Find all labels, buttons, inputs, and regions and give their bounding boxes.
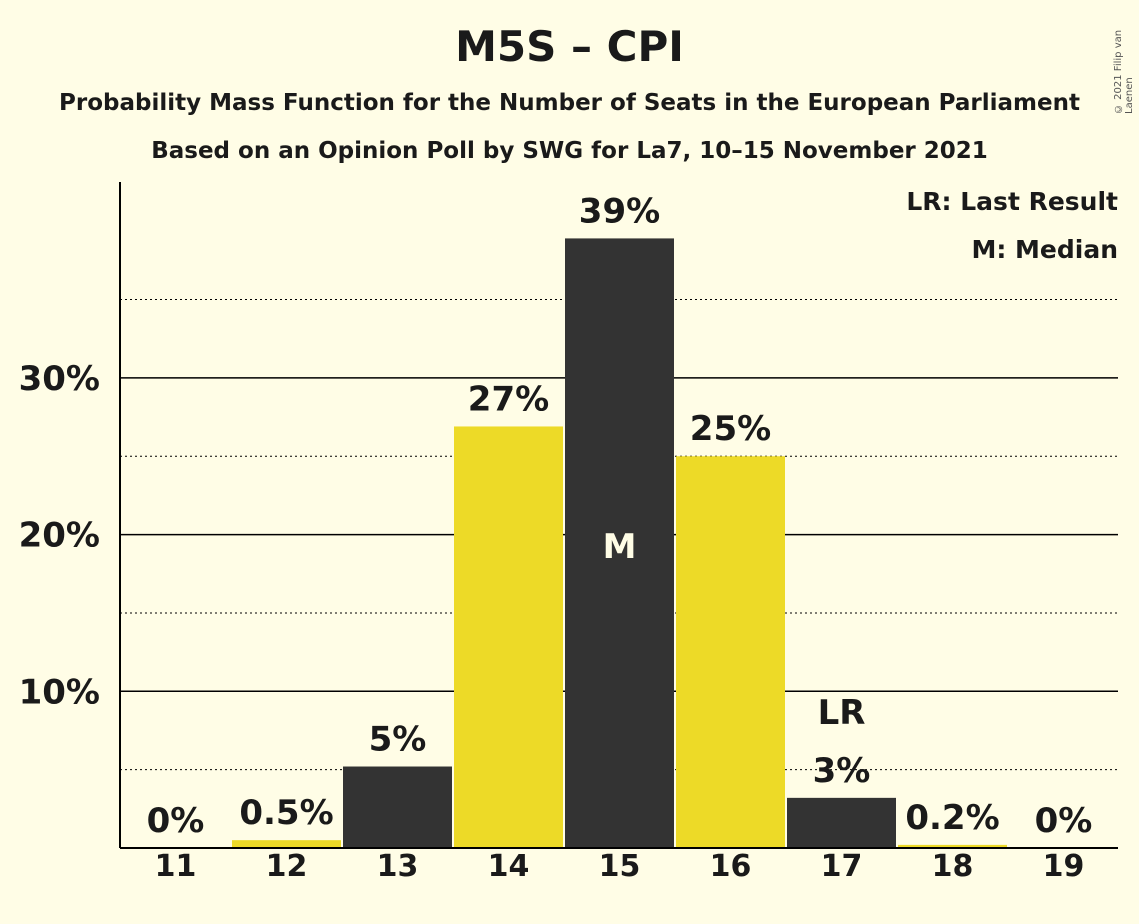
bar-value-label: 39% bbox=[579, 191, 660, 231]
chart-subtitle-poll: Based on an Opinion Poll by SWG for La7,… bbox=[151, 138, 988, 164]
bar bbox=[565, 238, 674, 848]
x-tick-label: 11 bbox=[155, 849, 197, 884]
x-tick-label: 13 bbox=[377, 849, 419, 884]
bar bbox=[454, 426, 563, 848]
bar bbox=[343, 766, 452, 848]
x-tick-label: 18 bbox=[932, 849, 974, 884]
bar bbox=[787, 797, 896, 848]
last-result-marker: LR bbox=[818, 693, 866, 733]
bar-value-label: 27% bbox=[468, 379, 549, 419]
bar bbox=[676, 456, 785, 848]
legend-last-result: LR: Last Result bbox=[906, 187, 1118, 216]
y-tick-label: 30% bbox=[19, 359, 100, 399]
legend-median: M: Median bbox=[971, 235, 1118, 264]
x-tick-label: 19 bbox=[1043, 849, 1085, 884]
bar-value-label: 0.5% bbox=[239, 793, 333, 833]
bar-value-label: 3% bbox=[813, 751, 871, 791]
bar bbox=[232, 840, 341, 848]
chart-title: M5S – CPI bbox=[455, 22, 684, 71]
bar-value-label: 5% bbox=[369, 720, 427, 760]
x-tick-label: 14 bbox=[488, 849, 530, 884]
chart-subtitle: Probability Mass Function for the Number… bbox=[59, 90, 1080, 116]
bar bbox=[898, 844, 1007, 848]
x-tick-label: 16 bbox=[710, 849, 752, 884]
y-tick-label: 10% bbox=[19, 672, 100, 712]
x-tick-label: 17 bbox=[821, 849, 863, 884]
median-marker: M bbox=[603, 527, 637, 567]
bar-value-label: 0% bbox=[147, 801, 205, 841]
bar-value-label: 25% bbox=[690, 409, 771, 449]
y-tick-label: 20% bbox=[19, 516, 100, 556]
x-tick-label: 12 bbox=[266, 849, 308, 884]
bar-value-label: 0% bbox=[1035, 801, 1093, 841]
bar-value-label: 0.2% bbox=[905, 798, 999, 838]
x-tick-label: 15 bbox=[599, 849, 641, 884]
